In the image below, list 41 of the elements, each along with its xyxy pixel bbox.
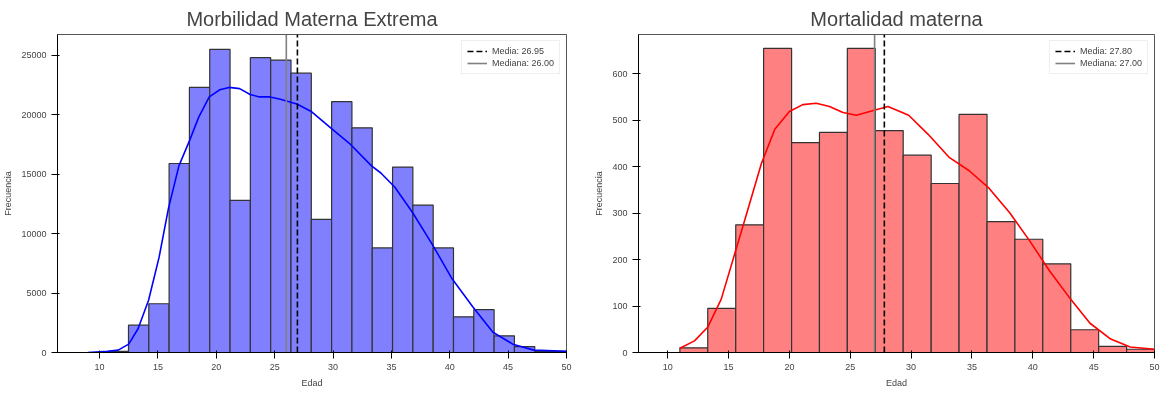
legend-label: Mediana: 27.00 [1079, 58, 1142, 68]
x-tick-label: 35 [966, 361, 977, 372]
legend-label: Media: 26.95 [491, 46, 544, 56]
x-tick-label: 35 [386, 361, 397, 372]
y-tick-label: 300 [612, 208, 628, 219]
x-tick-label: 25 [269, 361, 280, 372]
x-tick-label: 50 [1149, 361, 1160, 372]
x-tick-label: 10 [94, 361, 105, 372]
y-tick-label: 500 [612, 115, 628, 126]
y-tick-label: 5000 [26, 288, 47, 299]
y-tick-label: 200 [612, 254, 628, 265]
y-tick-label: 25000 [21, 50, 47, 61]
x-axis-title: Edad [301, 377, 323, 388]
x-tick-label: 40 [1027, 361, 1038, 372]
x-tick-label: 45 [1088, 361, 1099, 372]
y-tick-label: 600 [612, 68, 628, 79]
y-tick-label: 0 [41, 347, 47, 358]
x-tick-label: 15 [152, 361, 163, 372]
y-tick-label: 20000 [21, 109, 47, 120]
x-axis-title: Edad [885, 377, 908, 388]
y-tick-label: 400 [612, 161, 628, 172]
x-tick-label: 50 [561, 361, 572, 372]
y-tick-label: 15000 [21, 169, 47, 180]
chart-title: Morbilidad Materna Extrema [186, 7, 439, 30]
x-tick-label: 15 [723, 361, 734, 372]
x-tick-label: 20 [211, 361, 222, 372]
legend-label: Mediana: 26.00 [491, 58, 554, 68]
x-tick-label: 10 [662, 361, 673, 372]
x-tick-label: 40 [444, 361, 455, 372]
chart-title: Mortalidad materna [810, 7, 984, 30]
x-tick-label: 30 [906, 361, 917, 372]
y-tick-label: 10000 [21, 228, 47, 239]
y-tick-label: 0 [622, 347, 628, 358]
x-tick-label: 45 [503, 361, 514, 372]
y-axis-title: Frecuencia [594, 171, 605, 216]
y-tick-label: 100 [612, 301, 628, 312]
x-tick-label: 20 [784, 361, 795, 372]
x-tick-label: 25 [845, 361, 856, 372]
y-axis-title: Frecuencia [3, 171, 14, 216]
legend-label: Media: 27.80 [1079, 46, 1132, 56]
x-tick-label: 30 [328, 361, 339, 372]
